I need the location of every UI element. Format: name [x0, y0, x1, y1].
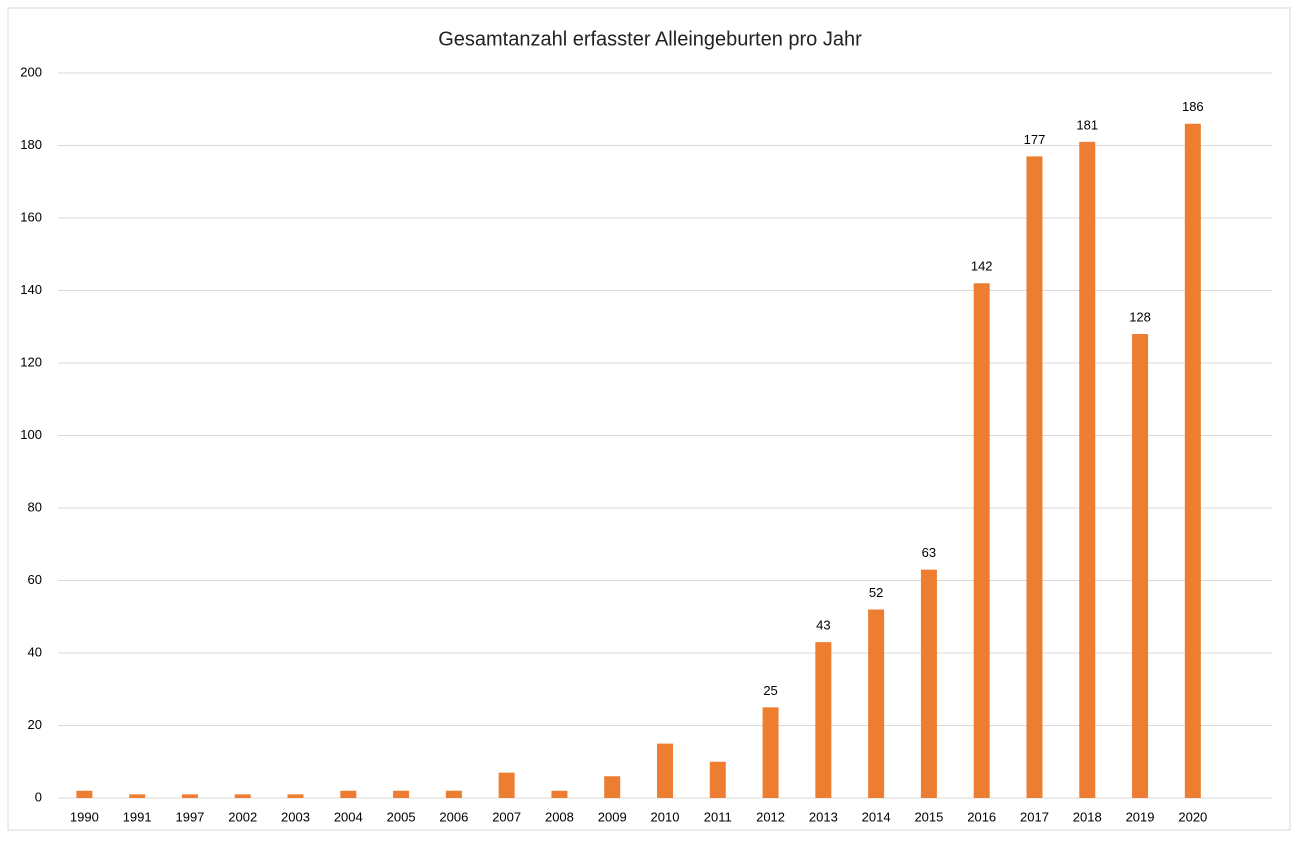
data-label: 25 — [763, 683, 777, 698]
x-tick-label: 2006 — [439, 809, 468, 824]
bar — [1132, 334, 1149, 798]
x-tick-label: 2018 — [1073, 809, 1102, 824]
bar — [498, 772, 515, 798]
bar — [76, 790, 93, 798]
bar — [1079, 141, 1096, 798]
bar — [445, 790, 462, 798]
x-tick-label: 2002 — [228, 809, 257, 824]
data-label: 181 — [1076, 117, 1098, 132]
y-tick-label: 100 — [20, 427, 42, 442]
bar — [920, 569, 937, 798]
y-tick-label: 200 — [20, 64, 42, 79]
x-tick-label: 2009 — [598, 809, 627, 824]
y-tick-label: 80 — [28, 499, 42, 514]
x-tick-label: 2020 — [1178, 809, 1207, 824]
data-label: 142 — [971, 259, 993, 274]
bar — [340, 790, 357, 798]
x-tick-label: 2010 — [651, 809, 680, 824]
y-tick-label: 60 — [28, 572, 42, 587]
x-tick-label: 2019 — [1126, 809, 1155, 824]
x-tick-label: 2013 — [809, 809, 838, 824]
bar — [1026, 156, 1043, 798]
data-label: 186 — [1182, 99, 1204, 114]
x-tick-label: 1997 — [175, 809, 204, 824]
bar — [973, 283, 990, 798]
x-tick-label: 2011 — [704, 809, 732, 824]
bar — [1184, 123, 1201, 798]
bar — [815, 642, 832, 798]
y-tick-label: 20 — [28, 717, 42, 732]
bar — [393, 790, 410, 798]
y-tick-label: 0 — [35, 789, 42, 804]
data-label: 128 — [1129, 309, 1151, 324]
bar — [657, 743, 673, 798]
x-tick-label: 2007 — [492, 809, 521, 824]
x-tick-label: 2004 — [334, 809, 363, 824]
x-tick-label: 2012 — [756, 809, 785, 824]
bar — [234, 794, 251, 798]
bar — [709, 761, 726, 798]
data-label: 177 — [1024, 132, 1046, 147]
bar — [551, 790, 568, 798]
bar — [129, 794, 146, 798]
x-tick-label: 2017 — [1020, 809, 1049, 824]
x-tick-label: 2003 — [281, 809, 310, 824]
y-tick-label: 40 — [28, 644, 42, 659]
data-label: 43 — [816, 618, 830, 633]
y-tick-label: 120 — [20, 354, 42, 369]
y-tick-label: 160 — [20, 209, 42, 224]
data-label: 52 — [869, 585, 883, 600]
x-tick-label: 2015 — [914, 809, 943, 824]
x-tick-label: 1991 — [123, 809, 152, 824]
x-tick-label: 2005 — [387, 809, 416, 824]
x-tick-label: 1990 — [70, 809, 99, 824]
y-tick-label: 140 — [20, 282, 42, 297]
bar — [287, 794, 304, 798]
data-label: 63 — [922, 545, 936, 560]
chart-title: Gesamtanzahl erfasster Alleingeburten pr… — [438, 28, 862, 50]
bar — [604, 776, 621, 798]
bar — [868, 609, 885, 798]
bar — [762, 707, 779, 798]
y-tick-label: 180 — [20, 137, 42, 152]
x-tick-label: 2008 — [545, 809, 574, 824]
x-tick-label: 2014 — [862, 809, 891, 824]
x-tick-label: 2016 — [967, 809, 996, 824]
bar — [181, 794, 198, 798]
